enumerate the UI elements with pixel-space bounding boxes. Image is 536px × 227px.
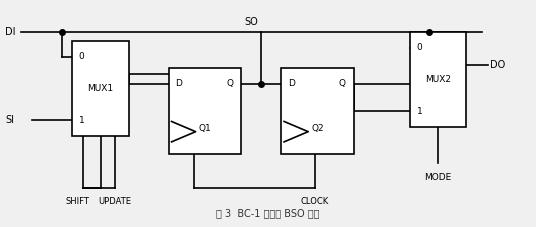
Text: 图 3  BC-1 类型的 BSO 结构: 图 3 BC-1 类型的 BSO 结构	[216, 208, 320, 218]
Text: SHIFT: SHIFT	[66, 197, 90, 207]
Text: D: D	[288, 79, 295, 89]
Text: SO: SO	[244, 17, 258, 27]
Text: MUX2: MUX2	[425, 75, 451, 84]
Bar	[410, 32, 466, 127]
Text: MODE: MODE	[425, 173, 452, 182]
Text: SI: SI	[5, 115, 14, 125]
Text: 1: 1	[79, 116, 85, 125]
Text: 1: 1	[416, 107, 422, 116]
Text: DO: DO	[490, 60, 505, 70]
Text: Q1: Q1	[199, 124, 211, 133]
Text: UPDATE: UPDATE	[99, 197, 132, 207]
Text: D: D	[175, 79, 182, 89]
Text: 0: 0	[79, 52, 85, 61]
Bar	[281, 68, 354, 154]
Text: CLOCK: CLOCK	[301, 197, 329, 207]
Text: 0: 0	[416, 43, 422, 52]
Text: Q: Q	[339, 79, 346, 89]
Text: Q: Q	[226, 79, 233, 89]
Bar	[169, 68, 241, 154]
Bar	[72, 41, 129, 136]
Text: DI: DI	[5, 27, 16, 37]
Text: Q2: Q2	[311, 124, 324, 133]
Text: MUX1: MUX1	[87, 84, 114, 93]
